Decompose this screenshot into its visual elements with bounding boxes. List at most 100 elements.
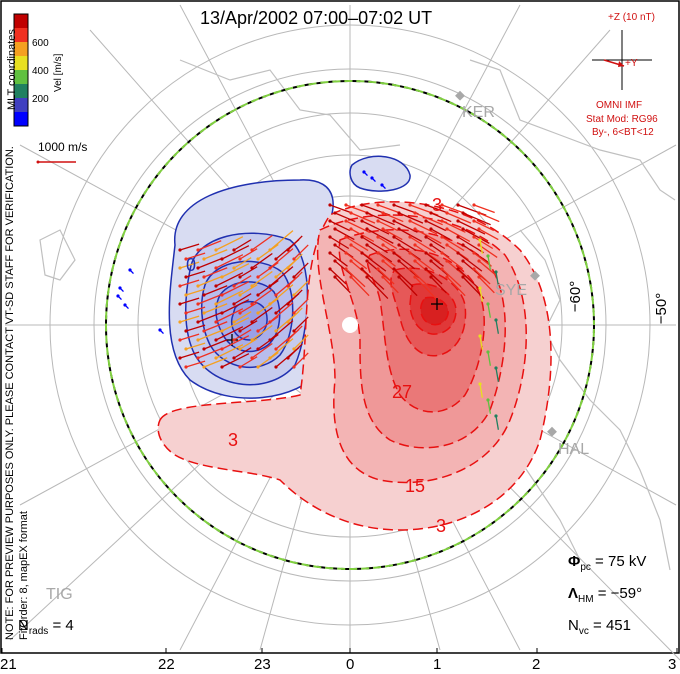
velocity-vector-origin [196,284,200,288]
site-label-hal: HAL [558,441,590,458]
velocity-vector-origin [184,365,188,369]
velocity-vector [221,353,250,368]
velocity-vector-origin [274,275,278,279]
velocity-vector [430,228,451,241]
pole-marker [342,317,358,333]
velocity-vector [215,236,244,251]
velocity-vector-origin [397,211,401,215]
velocity-vector-origin [256,347,260,351]
velocity-vector [414,276,437,299]
velocity-vector-origin [360,267,364,271]
map-title: 13/Apr/2002 07:00–07:02 UT [200,8,433,28]
velocity-vector-origin [456,235,460,239]
velocity-vector-origin [376,251,380,255]
mlt-tick-1: 1 [433,656,442,673]
velocity-vector-origin [456,219,460,223]
velocity-vector [329,236,350,250]
velocity-vector-origin [238,275,242,279]
velocity-vector-origin [360,219,364,223]
velocity-vector-origin [380,183,384,187]
velocity-vector [179,333,200,341]
velocity-vector-origin [202,329,206,333]
velocity-vector [233,257,252,269]
velocity-vector-origin [178,320,182,324]
velocity-vector [409,236,436,254]
velocity-vector [495,367,500,382]
velocity-vector-origin [362,170,366,174]
velocity-vector-origin [214,284,218,288]
velocity-vector-origin [202,347,206,351]
velocity-vector-origin [202,275,206,279]
colorbar-tick-400: 400 [32,66,49,77]
velocity-vector [179,351,200,359]
velocity-vector [345,220,370,233]
velocity-vector [382,260,401,276]
velocity-vector-origin [413,243,417,247]
velocity-vector-origin [461,275,465,279]
velocity-vector [361,236,388,254]
velocity-vector [185,270,206,278]
velocity-vector-origin [328,203,332,207]
velocity-vector-origin [376,267,380,271]
velocity-vector-origin [440,219,444,223]
velocity-vector [257,297,279,314]
velocity-vector-origin [220,347,224,351]
colorbar-tick-200: 200 [32,94,49,105]
velocity-vector [293,262,309,278]
velocity-vector-origin [344,219,348,223]
velocity-vector [185,306,206,314]
velocity-vector [361,268,385,290]
velocity-vector-origin [392,219,396,223]
velocity-vector [239,320,258,332]
velocity-vector-origin [220,293,224,297]
velocity-vector [239,284,258,296]
velocity-vector [233,347,252,359]
velocity-vector-origin [214,338,218,342]
velocity-vector [233,329,252,341]
velocity-vector [446,212,472,224]
velocity-vector [251,252,273,269]
velocity-vector-origin [256,329,260,333]
velocity-vector [197,348,222,359]
velocity-vector [377,220,399,232]
velocity-vector [441,268,462,288]
velocity-vector [197,294,222,305]
velocity-vector-origin [292,365,296,369]
contour-label-27: 27 [392,382,413,402]
velocity-vector [185,252,206,260]
velocity-vector-origin [445,227,449,231]
velocity-vector [257,279,279,296]
velocity-vector-origin [178,356,182,360]
velocity-vector [185,360,206,368]
velocity-vector [215,326,244,341]
velocity-vector-origin [392,235,396,239]
velocity-vector-origin [494,414,498,418]
velocity-vector-origin [478,334,482,338]
mlt-tick-21: 21 [0,656,17,673]
velocity-vector-origin [214,266,218,270]
velocity-vector-origin [494,270,498,274]
velocity-vector [221,317,250,332]
velocity-vector-origin [456,251,460,255]
imf-bin-label: By-, 6<BT<12 [592,127,654,138]
velocity-vector [473,268,491,285]
velocity-vector-origin [333,211,337,215]
velocity-vector [251,306,273,323]
velocity-vector-origin [397,227,401,231]
velocity-vector [203,357,228,368]
velocity-vector-origin [477,259,481,263]
velocity-vector-origin [196,266,200,270]
velocity-vector-origin [472,203,476,207]
velocity-vector [487,351,492,366]
velocity-vector-origin [461,243,465,247]
velocity-vector-origin [232,302,236,306]
velocity-vector-origin [445,275,449,279]
velocity-vector-origin [376,235,380,239]
velocity-vector [179,279,200,287]
velocity-vector [269,284,294,305]
velocity-vector [478,212,500,223]
mlt-tick-marks [1,648,678,653]
velocity-vector-origin [456,267,460,271]
velocity-vector [495,271,500,286]
